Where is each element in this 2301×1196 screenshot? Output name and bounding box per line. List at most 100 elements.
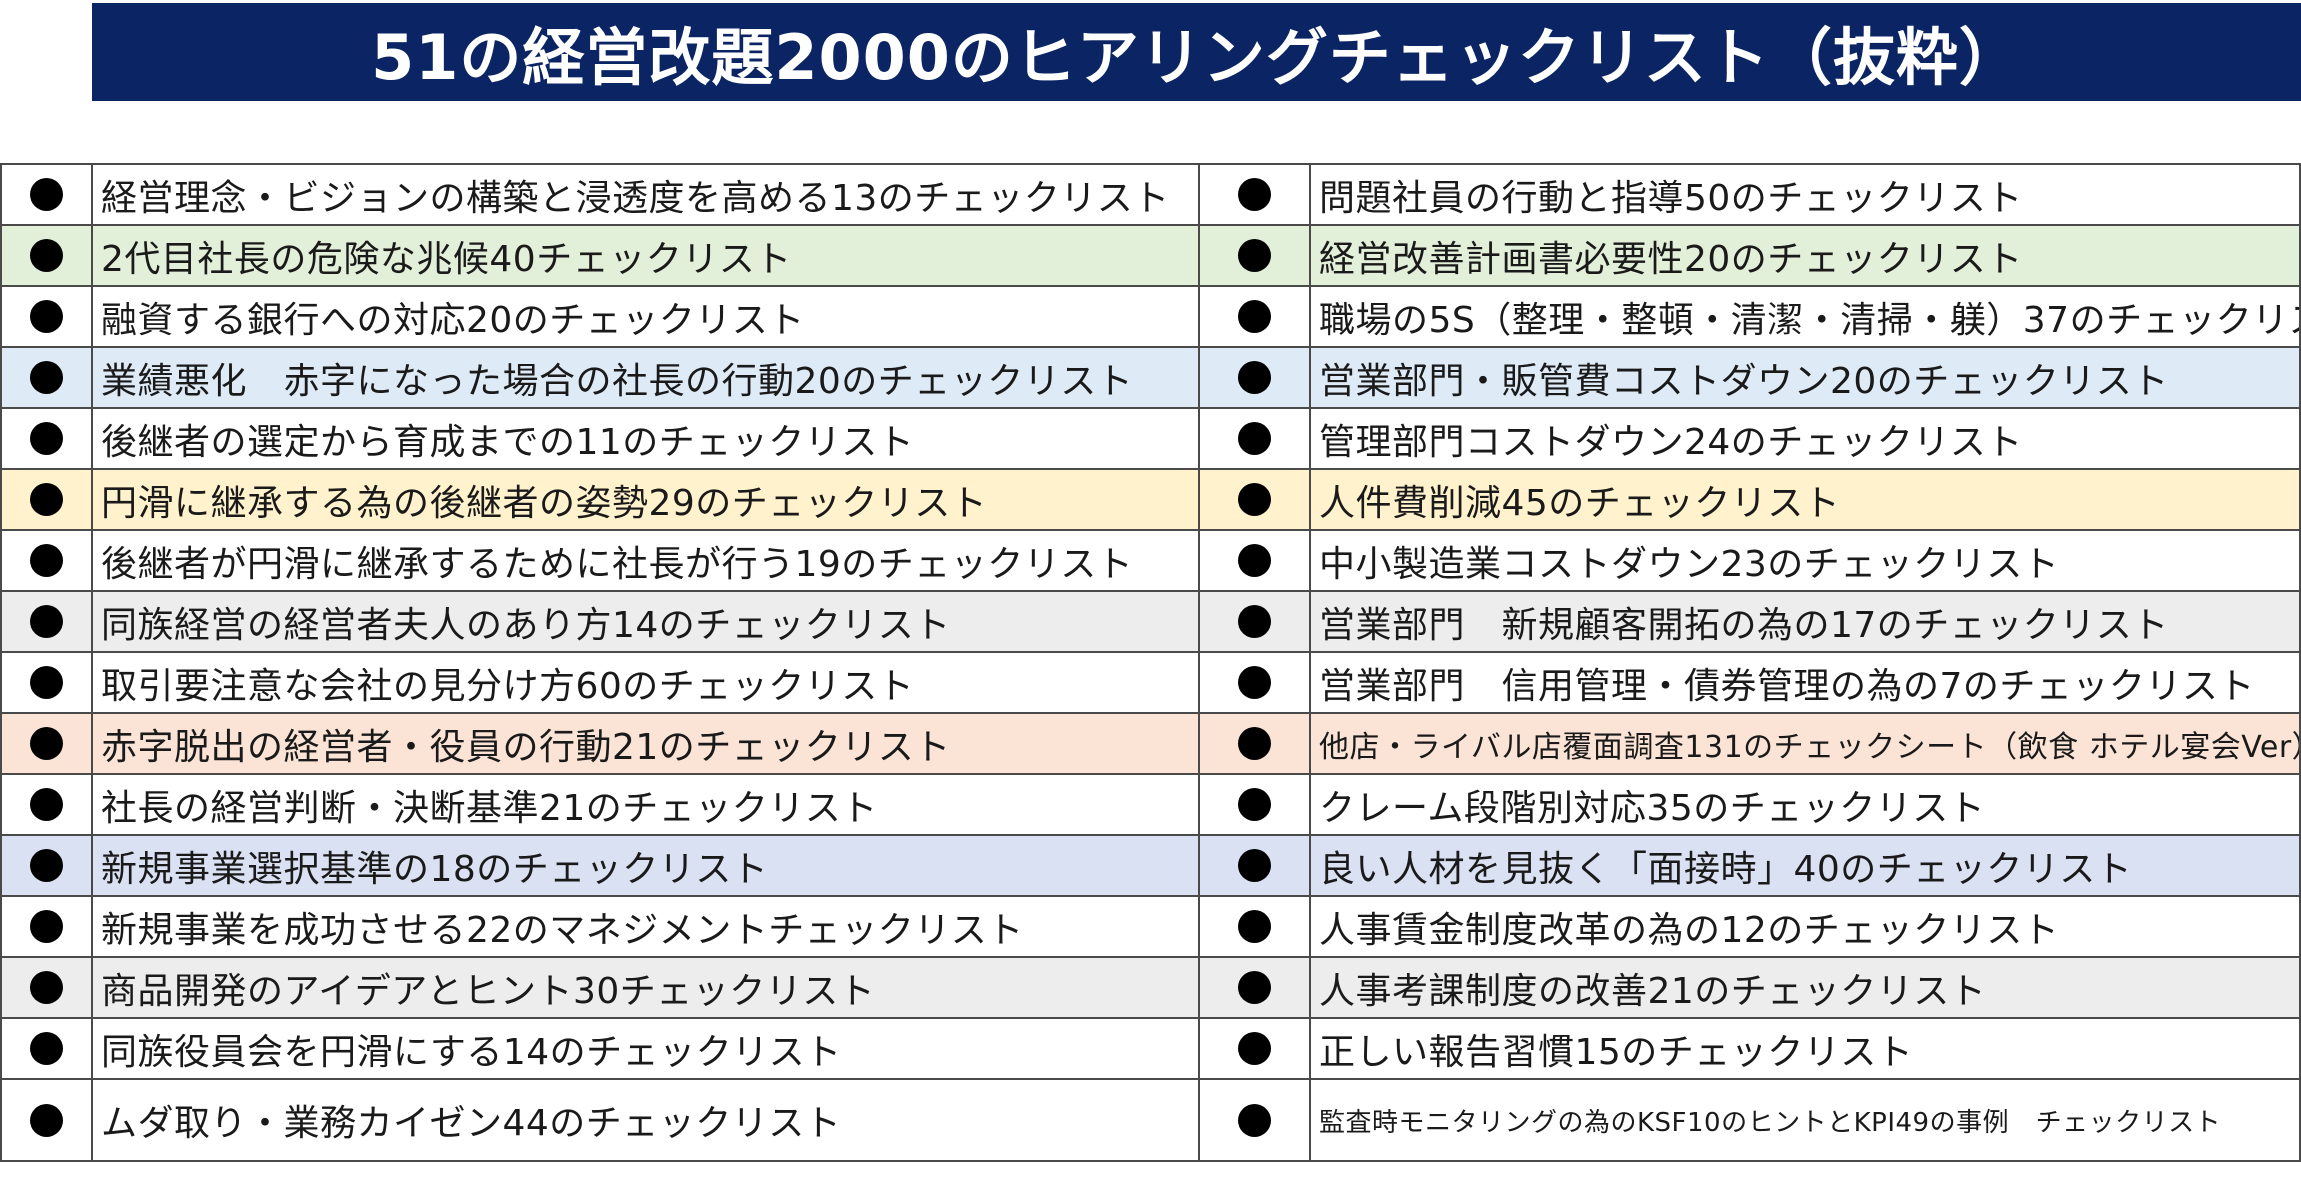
right-checklist-item: 経営改善計画書必要性20のチェックリスト [1309, 224, 2301, 287]
right-checklist-item: 営業部門・販管費コストダウン20のチェックリスト [1309, 346, 2301, 409]
right-bullet-cell [1198, 346, 1311, 409]
bullet-dot-icon [30, 544, 63, 577]
right-bullet-cell [1198, 773, 1311, 836]
left-bullet-cell [0, 1078, 93, 1162]
left-bullet-cell [0, 285, 93, 348]
right-checklist-item: 問題社員の行動と指導50のチェックリスト [1309, 163, 2301, 226]
page-title: 51の経営改題2000のヒアリングチェックリスト（抜粋） [371, 21, 2022, 94]
right-checklist-item: 監査時モニタリングの為のKSF10のヒントとKPI49の事例 チェックリスト [1309, 1078, 2301, 1162]
table-row: 経営理念・ビジョンの構築と浸透度を高める13のチェックリスト 問題社員の行動と指導… [0, 163, 2301, 226]
bullet-dot-icon [1238, 788, 1271, 821]
table-row: 2代目社長の危険な兆候40チェックリスト 経営改善計画書必要性20のチェックリスト [0, 224, 2301, 287]
bullet-dot-icon [1238, 1103, 1271, 1137]
bullet-dot-icon [30, 1032, 63, 1065]
left-checklist-item: 同族経営の経営者夫人のあり方14のチェックリスト [91, 590, 1200, 653]
bullet-dot-icon [1238, 666, 1271, 699]
bullet-dot-icon [30, 1103, 63, 1137]
checklist-table: 経営理念・ビジョンの構築と浸透度を高める13のチェックリスト 問題社員の行動と指導… [0, 163, 2301, 1162]
bullet-dot-icon [30, 605, 63, 638]
right-checklist-item: 中小製造業コストダウン23のチェックリスト [1309, 529, 2301, 592]
right-bullet-cell [1198, 163, 1311, 226]
left-bullet-cell [0, 468, 93, 531]
right-bullet-cell [1198, 651, 1311, 714]
right-bullet-cell [1198, 895, 1311, 958]
left-bullet-cell [0, 773, 93, 836]
right-checklist-item: 良い人材を見抜く「面接時」40のチェックリスト [1309, 834, 2301, 897]
right-bullet-cell [1198, 285, 1311, 348]
right-checklist-item: 人事賃金制度改革の為の12のチェックリスト [1309, 895, 2301, 958]
left-checklist-item: 後継者の選定から育成までの11のチェックリスト [91, 407, 1200, 470]
left-bullet-cell [0, 407, 93, 470]
bullet-dot-icon [30, 788, 63, 821]
bullet-dot-icon [1238, 178, 1271, 211]
left-checklist-item: 新規事業を成功させる22のマネジメントチェックリスト [91, 895, 1200, 958]
right-checklist-item: 管理部門コストダウン24のチェックリスト [1309, 407, 2301, 470]
right-checklist-item: 正しい報告習慣15のチェックリスト [1309, 1017, 2301, 1080]
right-bullet-cell [1198, 1078, 1311, 1162]
left-bullet-cell [0, 834, 93, 897]
left-bullet-cell [0, 529, 93, 592]
table-row: 同族役員会を円滑にする14のチェックリスト 正しい報告習慣15のチェックリスト [0, 1017, 2301, 1080]
right-bullet-cell [1198, 1017, 1311, 1080]
right-bullet-cell [1198, 407, 1311, 470]
bullet-dot-icon [1238, 544, 1271, 577]
bullet-dot-icon [1238, 971, 1271, 1004]
bullet-dot-icon [30, 849, 63, 882]
bullet-dot-icon [1238, 483, 1271, 516]
left-bullet-cell [0, 163, 93, 226]
bullet-dot-icon [1238, 849, 1271, 882]
left-bullet-cell [0, 712, 93, 775]
left-checklist-item: ムダ取り・業務カイゼン44のチェックリスト [91, 1078, 1200, 1162]
bullet-dot-icon [30, 483, 63, 516]
right-bullet-cell [1198, 956, 1311, 1019]
left-bullet-cell [0, 956, 93, 1019]
bullet-dot-icon [30, 666, 63, 699]
left-bullet-cell [0, 651, 93, 714]
table-row: 円滑に継承する為の後継者の姿勢29のチェックリスト 人件費削減45のチェックリスト [0, 468, 2301, 531]
right-bullet-cell [1198, 529, 1311, 592]
left-bullet-cell [0, 590, 93, 653]
left-checklist-item: 円滑に継承する為の後継者の姿勢29のチェックリスト [91, 468, 1200, 531]
left-checklist-item: 新規事業選択基準の18のチェックリスト [91, 834, 1200, 897]
right-bullet-cell [1198, 468, 1311, 531]
table-row: 新規事業を成功させる22のマネジメントチェックリスト 人事賃金制度改革の為の12の… [0, 895, 2301, 958]
table-row: 社長の経営判断・決断基準21のチェックリスト クレーム段階別対応35のチェックリス… [0, 773, 2301, 836]
left-bullet-cell [0, 224, 93, 287]
table-row: ムダ取り・業務カイゼン44のチェックリスト 監査時モニタリングの為のKSF10のヒ… [0, 1078, 2301, 1162]
left-checklist-item: 融資する銀行への対応20のチェックリスト [91, 285, 1200, 348]
bullet-dot-icon [1238, 300, 1271, 333]
bullet-dot-icon [30, 727, 63, 760]
left-checklist-item: 経営理念・ビジョンの構築と浸透度を高める13のチェックリスト [91, 163, 1200, 226]
table-row: 取引要注意な会社の見分け方60のチェックリスト 営業部門 信用管理・債券管理の為の… [0, 651, 2301, 714]
bullet-dot-icon [30, 361, 63, 394]
left-bullet-cell [0, 346, 93, 409]
table-row: 業績悪化 赤字になった場合の社長の行動20のチェックリスト 営業部門・販管費コスト… [0, 346, 2301, 409]
bullet-dot-icon [1238, 239, 1271, 272]
table-row: 後継者が円滑に継承するために社長が行う19のチェックリスト 中小製造業コストダウン… [0, 529, 2301, 592]
right-checklist-item: 営業部門 新規顧客開拓の為の17のチェックリスト [1309, 590, 2301, 653]
bullet-dot-icon [1238, 422, 1271, 455]
right-checklist-item: クレーム段階別対応35のチェックリスト [1309, 773, 2301, 836]
left-checklist-item: 商品開発のアイデアとヒント30チェックリスト [91, 956, 1200, 1019]
table-row: 後継者の選定から育成までの11のチェックリスト 管理部門コストダウン24のチェック… [0, 407, 2301, 470]
right-bullet-cell [1198, 590, 1311, 653]
table-row: 商品開発のアイデアとヒント30チェックリスト 人事考課制度の改善21のチェックリス… [0, 956, 2301, 1019]
right-bullet-cell [1198, 834, 1311, 897]
bullet-dot-icon [30, 300, 63, 333]
bullet-dot-icon [30, 422, 63, 455]
left-bullet-cell [0, 895, 93, 958]
right-checklist-item: 人事考課制度の改善21のチェックリスト [1309, 956, 2301, 1019]
bullet-dot-icon [30, 971, 63, 1004]
bullet-dot-icon [1238, 910, 1271, 943]
bullet-dot-icon [1238, 1032, 1271, 1065]
bullet-dot-icon [30, 178, 63, 211]
left-checklist-item: 赤字脱出の経営者・役員の行動21のチェックリスト [91, 712, 1200, 775]
left-bullet-cell [0, 1017, 93, 1080]
right-checklist-item: 人件費削減45のチェックリスト [1309, 468, 2301, 531]
right-checklist-item: 他店・ライバル店覆面調査131のチェックシート（飲食 ホテル宴会Ver） [1309, 712, 2301, 775]
left-checklist-item: 社長の経営判断・決断基準21のチェックリスト [91, 773, 1200, 836]
left-checklist-item: 業績悪化 赤字になった場合の社長の行動20のチェックリスト [91, 346, 1200, 409]
left-checklist-item: 後継者が円滑に継承するために社長が行う19のチェックリスト [91, 529, 1200, 592]
right-bullet-cell [1198, 224, 1311, 287]
right-checklist-item: 営業部門 信用管理・債券管理の為の7のチェックリスト [1309, 651, 2301, 714]
